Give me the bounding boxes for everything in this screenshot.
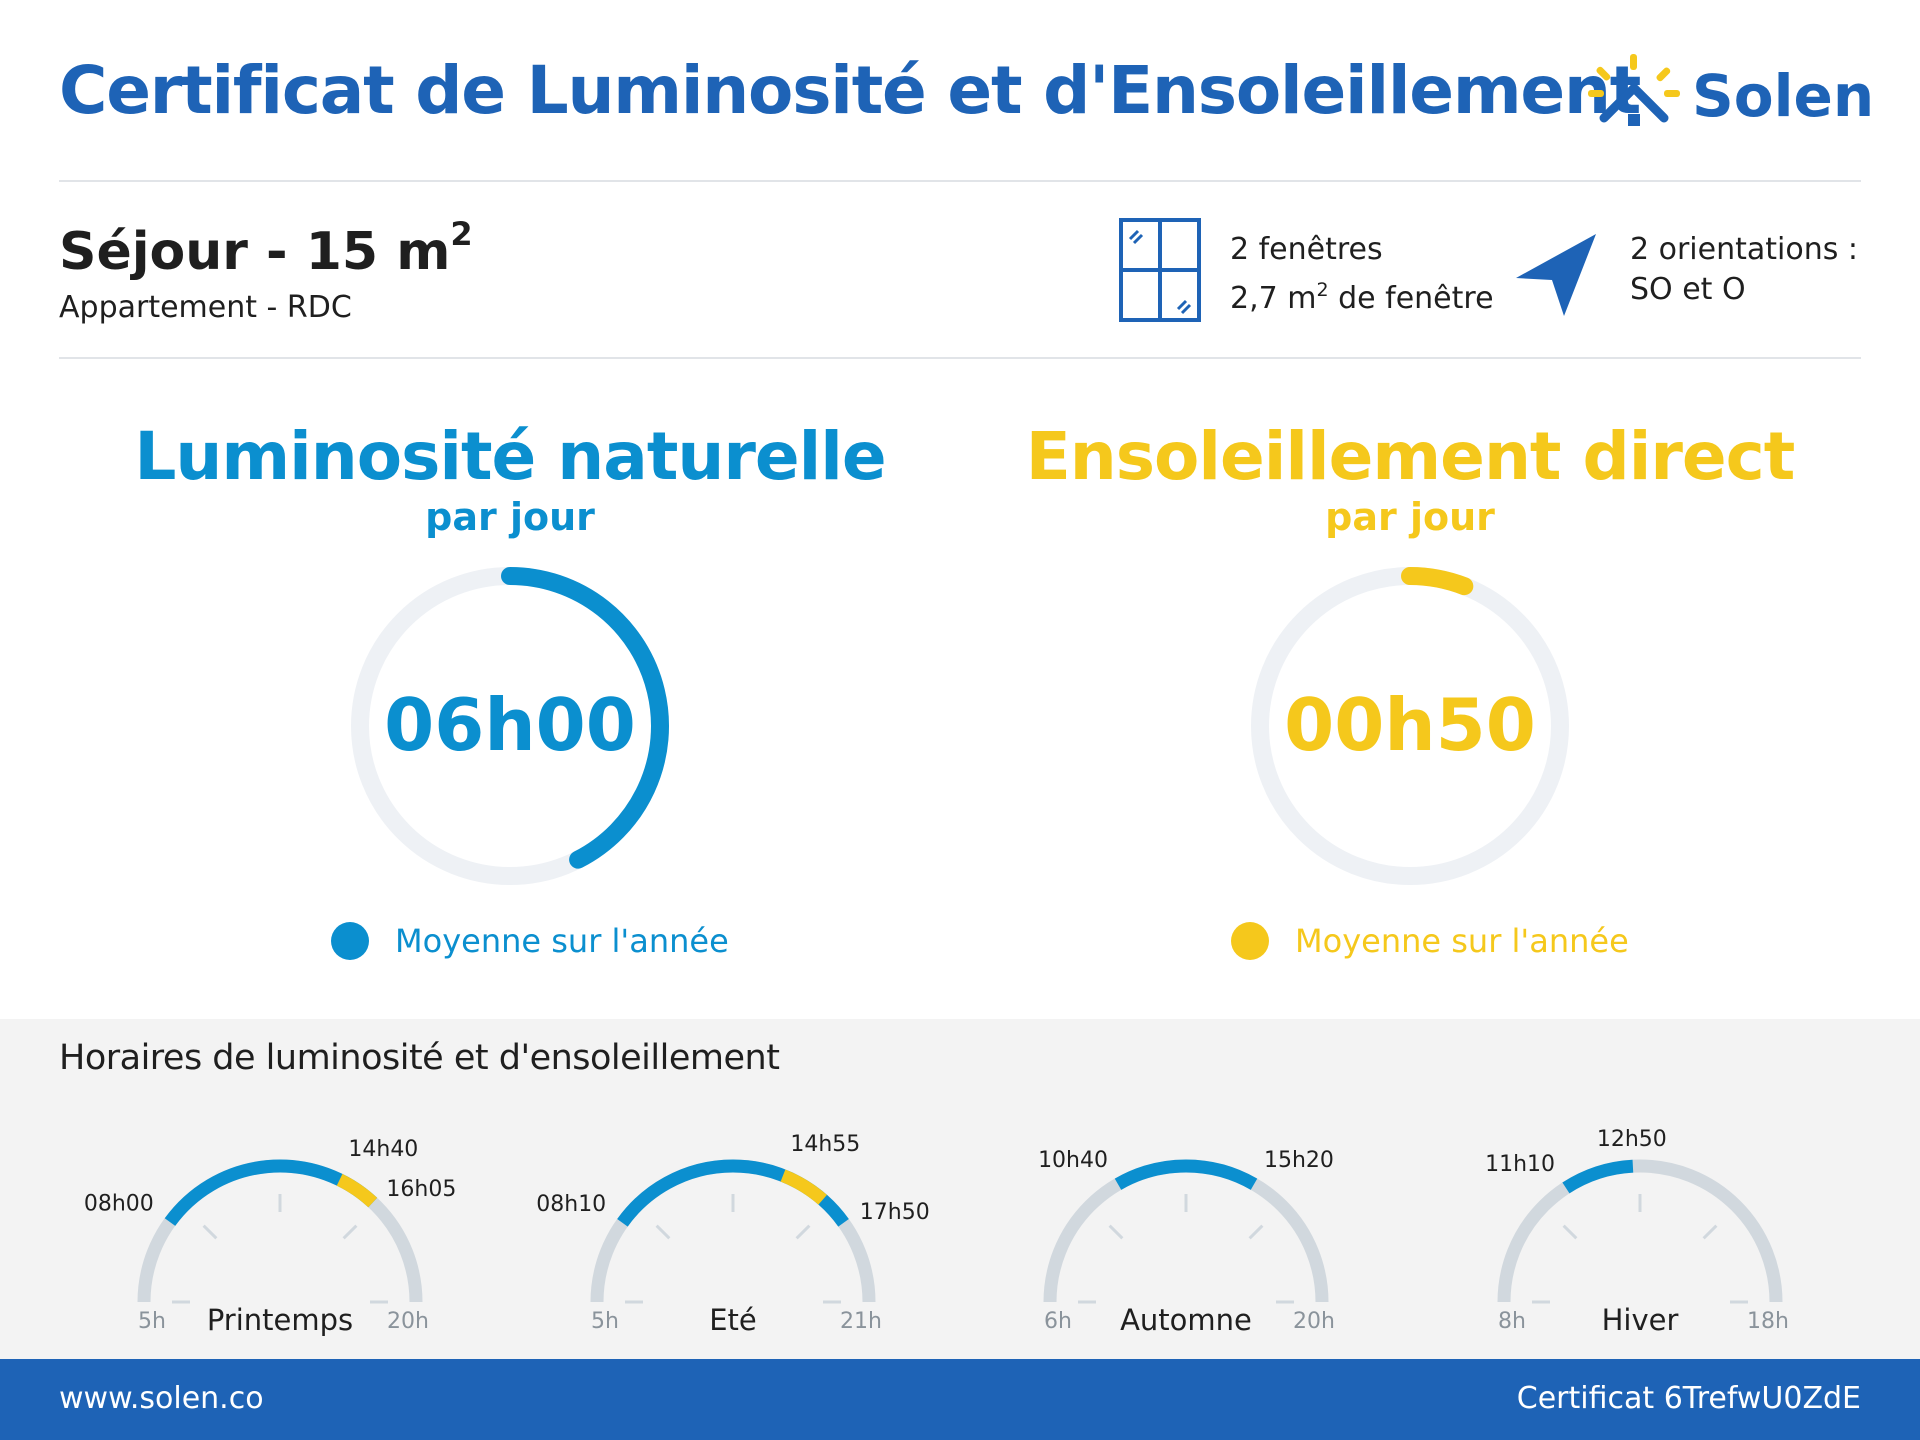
room-name-sup: 2	[450, 215, 473, 253]
orientation-info: 2 orientations : SO et O	[1630, 230, 1858, 310]
divider	[59, 180, 1861, 182]
window-icon	[1119, 218, 1201, 322]
season-max-label: 20h	[1293, 1309, 1335, 1334]
season-min-label: 5h	[138, 1309, 166, 1334]
season-tick	[1702, 1224, 1718, 1240]
season-sun-arc	[336, 1173, 378, 1208]
season-time-label: 11h10	[1485, 1152, 1555, 1177]
season-track	[1497, 1159, 1783, 1303]
sunshine-value: 00h50	[1284, 683, 1536, 767]
sunshine-gauge: 00h50	[1251, 567, 1569, 885]
season-tick	[1248, 1224, 1264, 1240]
room-title: Séjour - 15 m2	[59, 215, 473, 282]
season-track	[137, 1159, 423, 1303]
season-min-label: 8h	[1498, 1309, 1526, 1334]
page-title: Certificat de Luminosité et d'Ensoleille…	[59, 52, 1641, 129]
schedule-section	[0, 1019, 1920, 1359]
season-tick	[795, 1224, 811, 1240]
sunshine-title: Ensoleillement direct	[1025, 418, 1796, 495]
season-time-label: 08h10	[536, 1192, 606, 1217]
schedule-title: Horaires de luminosité et d'ensoleilleme…	[59, 1038, 780, 1078]
season-time-label: 08h00	[84, 1191, 154, 1216]
luminosity-gauge: 06h00	[351, 567, 669, 885]
season-name: Hiver	[1602, 1303, 1679, 1337]
season-tick	[1108, 1224, 1124, 1240]
legend-label: Moyenne sur l'année	[395, 922, 729, 960]
orientation-count: 2 orientations :	[1630, 232, 1859, 267]
season-gauges: 5h 20h Printemps 08h00 14h40 16h05 5h 21h Eté 08h…	[84, 1127, 1789, 1337]
season-tick	[342, 1224, 358, 1240]
season-light-arc	[1114, 1159, 1258, 1190]
season-light-arc	[1562, 1159, 1634, 1194]
navigation-arrow-icon	[1516, 234, 1596, 316]
sunshine-legend: Moyenne sur l'année	[1231, 922, 1629, 960]
luminosity-title: Luminosité naturelle	[134, 418, 886, 495]
season-min-label: 5h	[591, 1309, 619, 1334]
season-track	[590, 1159, 876, 1303]
windows-count: 2 fenêtres	[1230, 232, 1383, 267]
legend-dot	[331, 922, 369, 960]
footer-certificate: Certificat 6TrefwU0ZdE	[1516, 1381, 1861, 1416]
legend-label: Moyenne sur l'année	[1295, 922, 1629, 960]
luminosity-legend: Moyenne sur l'année	[331, 922, 729, 960]
season-name: Automne	[1120, 1303, 1252, 1337]
luminosity-subtitle: par jour	[425, 495, 595, 539]
season-max-label: 20h	[387, 1309, 429, 1334]
season-track	[1043, 1159, 1329, 1303]
solen-logo	[1588, 54, 1680, 126]
season-max-label: 21h	[840, 1309, 882, 1334]
season-name: Printemps	[207, 1303, 353, 1337]
luminosity-value: 06h00	[384, 683, 636, 767]
room-subtitle: Appartement - RDC	[59, 290, 352, 325]
season-time-label: 16h05	[386, 1177, 456, 1202]
season-tick	[655, 1224, 671, 1240]
season-time-label: 15h20	[1264, 1148, 1334, 1173]
season-time-label: 14h55	[790, 1132, 860, 1157]
season-time-label: 14h40	[348, 1137, 418, 1162]
sun-house-icon	[1588, 54, 1680, 126]
season-time-label: 17h50	[860, 1200, 930, 1225]
legend-dot	[1231, 922, 1269, 960]
season-min-label: 6h	[1044, 1309, 1072, 1334]
divider	[59, 357, 1861, 359]
season-time-label: 12h50	[1597, 1127, 1667, 1152]
footer-website[interactable]: www.solen.co	[59, 1381, 264, 1416]
gauge-progress	[501, 567, 669, 869]
season-max-label: 18h	[1747, 1309, 1789, 1334]
season-tick	[202, 1224, 218, 1240]
season-tick	[1562, 1224, 1578, 1240]
orientation-values: SO et O	[1630, 272, 1746, 307]
season-name: Eté	[709, 1303, 757, 1337]
windows-info: 2 fenêtres 2,7 m2 de fenêtre	[1230, 230, 1494, 319]
gauge-progress	[1401, 567, 1474, 596]
windows-area: 2,7 m2 de fenêtre	[1230, 279, 1494, 316]
sunshine-subtitle: par jour	[1325, 495, 1495, 539]
season-time-label: 10h40	[1038, 1148, 1108, 1173]
footer	[0, 1359, 1920, 1440]
room-name: Séjour - 15 m	[59, 222, 451, 282]
season-sun-arc	[780, 1169, 827, 1205]
brand-name: Solen	[1692, 62, 1875, 130]
